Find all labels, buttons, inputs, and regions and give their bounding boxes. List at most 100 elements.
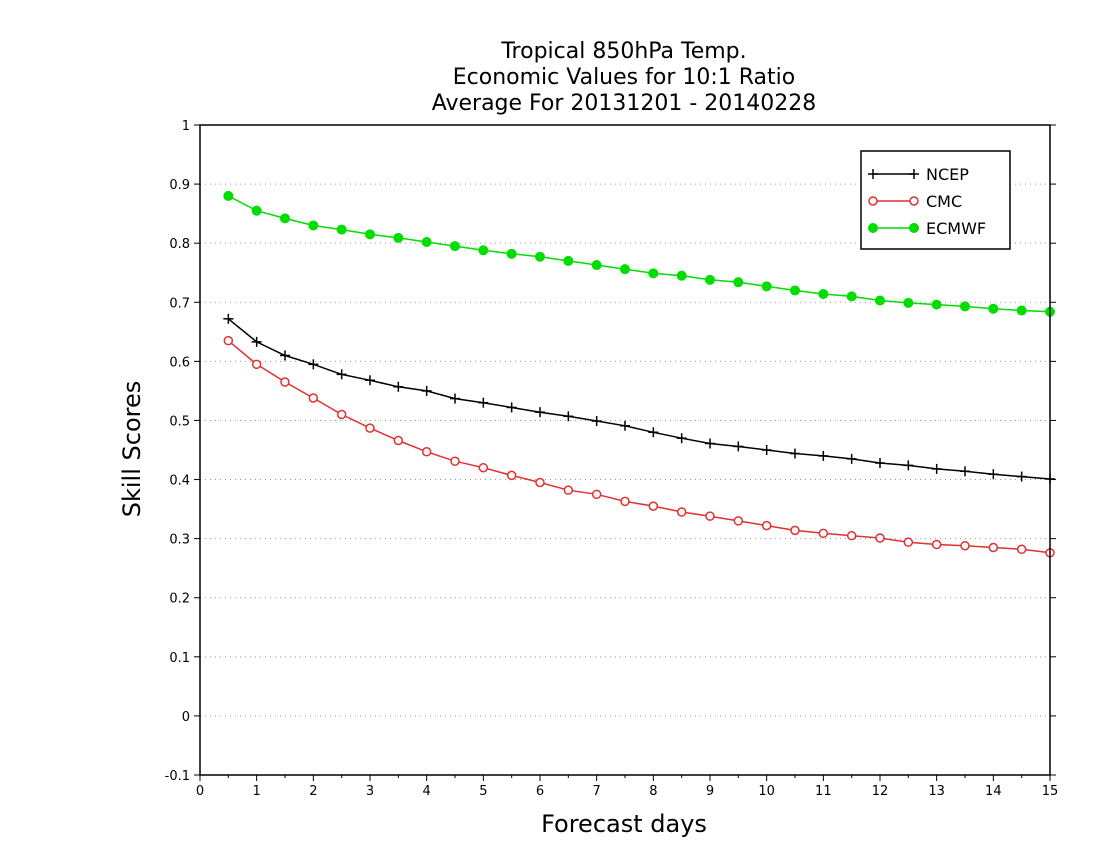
ecmwf-point xyxy=(733,277,744,288)
y-tick-label: 0.4 xyxy=(169,474,190,489)
ncep-point xyxy=(931,463,942,474)
ncep-point xyxy=(1016,471,1027,482)
chart-title: Tropical 850hPa Temp. Economic Values fo… xyxy=(432,39,817,116)
gridlines xyxy=(200,183,1050,717)
cmc-point xyxy=(506,470,517,481)
cmc-point xyxy=(931,539,942,550)
ncep-point xyxy=(223,313,234,324)
legend-ecmwf-point xyxy=(909,223,919,233)
ecmwf-point xyxy=(648,268,659,279)
x-tick-label: 14 xyxy=(985,784,1002,799)
cmc-point xyxy=(308,393,319,403)
cmc-point xyxy=(676,507,687,517)
chart-title-line-3: Average For 20131201 - 20140228 xyxy=(432,91,817,116)
ncep-point xyxy=(988,469,999,480)
legend-ecmwf-point xyxy=(868,223,878,233)
ncep-point xyxy=(563,411,574,422)
y-tick-label: 0 xyxy=(182,710,190,725)
legend-cmc-point xyxy=(868,196,878,206)
y-tick-label: 0.8 xyxy=(169,237,190,252)
ecmwf-point xyxy=(308,220,319,231)
y-tick-label: 1 xyxy=(182,119,190,134)
cmc-point xyxy=(648,501,659,511)
legend: NCEP CMC ECMWF xyxy=(860,150,1011,250)
cmc-point xyxy=(790,525,800,536)
legend-label: NCEP xyxy=(926,165,969,184)
legend-cmc-point xyxy=(909,196,919,206)
y-tick-label: 0.5 xyxy=(169,414,190,429)
cmc-point xyxy=(960,540,970,551)
ecmwf-point xyxy=(846,291,857,302)
ecmwf-point xyxy=(563,255,574,266)
ncep-point xyxy=(365,375,375,386)
ncep-point xyxy=(648,427,659,438)
ecmwf-point xyxy=(280,213,290,224)
cmc-point xyxy=(705,511,715,521)
ecmwf-point xyxy=(818,289,829,299)
y-tick-label: 0.3 xyxy=(169,533,190,548)
cmc-point xyxy=(365,423,375,433)
ecmwf-point xyxy=(1016,305,1027,316)
ecmwf-point xyxy=(393,232,404,243)
legend-ncep-point xyxy=(909,169,919,179)
ncep-point xyxy=(591,416,602,427)
x-tick-label: 13 xyxy=(928,784,945,799)
ncep-point xyxy=(506,402,517,413)
y-tick-label: 0.2 xyxy=(169,592,190,607)
series-layer xyxy=(223,190,1055,558)
x-tick-label: 9 xyxy=(706,784,714,799)
ecmwf-point xyxy=(421,237,432,247)
ncep-series xyxy=(223,313,1055,484)
legend-entry-ncep: NCEP xyxy=(868,165,969,184)
legend-label: CMC xyxy=(926,192,962,211)
x-tick-label: 11 xyxy=(815,784,832,799)
ecmwf-series xyxy=(223,190,1055,317)
legend-entry-cmc: CMC xyxy=(868,192,962,211)
x-tick-label: 15 xyxy=(1042,784,1059,799)
ncep-point xyxy=(450,393,460,404)
cmc-point xyxy=(761,520,772,531)
ncep-point xyxy=(393,381,404,392)
ncep-point xyxy=(733,441,744,452)
cmc-point xyxy=(818,528,829,539)
legend-label: ECMWF xyxy=(926,219,986,238)
x-axis-title: Forecast days xyxy=(541,810,707,838)
ncep-point xyxy=(903,460,914,471)
cmc-point xyxy=(591,489,602,500)
ecmwf-point xyxy=(478,245,489,256)
ncep-point xyxy=(761,445,772,455)
cmc-point xyxy=(846,530,857,541)
y-tick-label: -0.1 xyxy=(165,769,190,784)
axes: -0.100.10.20.30.40.50.60.70.80.910 1 2 3 4 5 6… xyxy=(165,119,1059,799)
cmc-point xyxy=(223,335,234,346)
cmc-point xyxy=(620,496,630,507)
ecmwf-point xyxy=(336,224,347,235)
ecmwf-point xyxy=(960,301,970,312)
cmc-point xyxy=(875,533,885,543)
ecmwf-point xyxy=(251,205,262,216)
x-tick-label: 12 xyxy=(872,784,889,799)
y-tick-label: 0.6 xyxy=(169,355,190,370)
x-tick-label: 4 xyxy=(423,784,431,799)
x-tick-label: 1 xyxy=(253,784,261,799)
ecmwf-point xyxy=(450,241,460,252)
ncep-point xyxy=(705,438,715,449)
ncep-point xyxy=(336,369,347,380)
cmc-point xyxy=(1016,544,1027,555)
cmc-point xyxy=(988,542,999,553)
cmc-point xyxy=(280,377,290,387)
cmc-series xyxy=(223,335,1055,558)
ncep-point xyxy=(478,397,489,408)
x-tick-label: 3 xyxy=(366,784,374,799)
y-tick-label: 0.1 xyxy=(169,651,190,666)
legend-box xyxy=(860,150,1011,250)
chart-title-line-1: Tropical 850hPa Temp. xyxy=(500,39,746,64)
ncep-line xyxy=(227,318,1051,480)
ecmwf-point xyxy=(365,229,375,240)
ecmwf-point xyxy=(903,297,914,308)
y-axis-title: Skill Scores xyxy=(118,381,146,518)
ncep-point xyxy=(280,350,290,361)
ecmwf-point xyxy=(931,299,942,310)
cmc-point xyxy=(903,537,914,547)
